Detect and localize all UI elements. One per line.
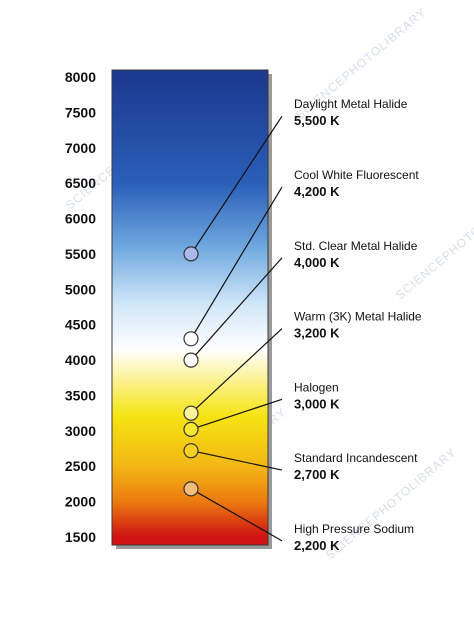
source-marker [183,352,199,368]
leader-line [195,257,283,356]
source-temp-label: 4,000 K [294,255,340,270]
source-marker [183,443,199,459]
source-name-label: High Pressure Sodium [294,522,414,536]
source-name-label: Cool White Fluorescent [294,168,419,182]
y-axis: 1500 2000 2500 3000 3500 4000 4500 5000 5500 6000… [65,69,96,545]
source-marker [183,405,199,421]
y-tick-label: 3000 [65,423,96,439]
y-tick-label: 1500 [65,529,96,545]
source-labels: Daylight Metal Halide 5,500 K Cool White F… [294,97,422,553]
y-tick-label: 4000 [65,352,96,368]
source-temp-label: 5,500 K [294,113,340,128]
source-marker [183,331,199,347]
source-marker [183,246,199,262]
y-tick-label: 8000 [65,69,96,85]
source-temp-label: 3,200 K [294,326,340,341]
source-name-label: Standard Incandescent [294,451,418,465]
y-tick-label: 4500 [65,317,96,333]
leader-line [195,328,283,409]
leader-line [194,186,283,334]
y-tick-label: 5500 [65,246,96,262]
y-tick-label: 3500 [65,387,96,403]
leader-lines [194,115,283,542]
leader-line [194,115,283,249]
source-name-label: Halogen [294,380,339,394]
y-tick-label: 6000 [65,211,96,227]
y-tick-label: 7000 [65,140,96,156]
color-bar-fill [111,69,269,546]
source-temp-label: 2,700 K [294,467,340,482]
source-name-label: Daylight Metal Halide [294,97,408,111]
y-tick-label: 2000 [65,494,96,510]
source-marker [183,421,199,437]
color-bar [111,69,272,549]
source-temp-label: 2,200 K [294,538,340,553]
source-temp-label: 3,000 K [294,396,340,411]
y-tick-label: 2500 [65,458,96,474]
source-markers [183,246,199,497]
leader-line [196,491,283,542]
y-tick-label: 5000 [65,281,96,297]
source-name-label: Warm (3K) Metal Halide [294,310,422,324]
y-tick-label: 7500 [65,104,96,120]
source-temp-label: 4,200 K [294,184,340,199]
source-marker [183,481,199,497]
leader-line [197,398,283,428]
source-name-label: Std. Clear Metal Halide [294,239,418,253]
leader-line [197,451,283,471]
y-tick-label: 6500 [65,175,96,191]
